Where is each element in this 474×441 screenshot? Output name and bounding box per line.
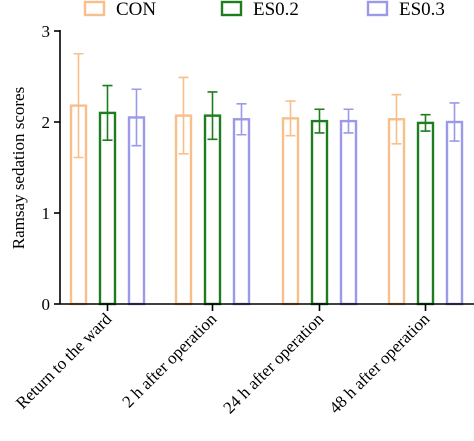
y-tick-label: 2 [42, 113, 51, 132]
error-bar-con-2 [285, 100, 296, 137]
error-bar-es03-2 [343, 108, 354, 134]
bar-con-2 [281, 117, 300, 306]
bar-es03-1 [232, 118, 251, 306]
error-bar-con-0 [73, 52, 84, 159]
y-axis-label: Ramsay sedation scores [9, 87, 28, 249]
error-bar-es02-1 [207, 91, 218, 141]
error-bar-es02-0 [102, 84, 113, 141]
error-bar-es02-2 [314, 108, 325, 134]
legend-label-con: CON [116, 0, 156, 20]
legend-label-es03: ES0.3 [399, 0, 445, 20]
legend-swatch-es02 [220, 0, 243, 17]
error-bar-con-3 [391, 93, 402, 145]
y-tick-label: 0 [42, 295, 51, 314]
bar-es02-1 [203, 114, 222, 306]
bar-es02-2 [310, 119, 329, 306]
bar-es02-0 [98, 111, 117, 306]
error-bar-es03-1 [236, 103, 247, 136]
legend-swatch-es03 [366, 0, 389, 17]
error-bar-con-1 [178, 76, 189, 155]
legend-swatch-con [83, 0, 106, 17]
x-tick-label: Return to the ward [12, 309, 116, 413]
y-tick-label: 3 [42, 22, 51, 41]
bar-es03-3 [445, 120, 464, 306]
bar-es02-3 [416, 121, 435, 306]
y-tick-label: 1 [42, 204, 51, 223]
legend-label-es02: ES0.2 [253, 0, 299, 20]
plot-area [69, 52, 464, 306]
bar-con-3 [387, 118, 406, 306]
x-tick-label: 2 h after operation [118, 309, 220, 411]
bar-es03-2 [339, 119, 358, 306]
error-bar-es03-3 [449, 102, 460, 142]
error-bar-es02-3 [420, 113, 431, 132]
error-bar-es03-0 [131, 88, 142, 147]
legend: CON ES0.2 ES0.3 [83, 0, 445, 20]
x-tick-label: 24 h after operation [219, 309, 327, 417]
x-tick-label: 48 h after operation [325, 309, 433, 417]
